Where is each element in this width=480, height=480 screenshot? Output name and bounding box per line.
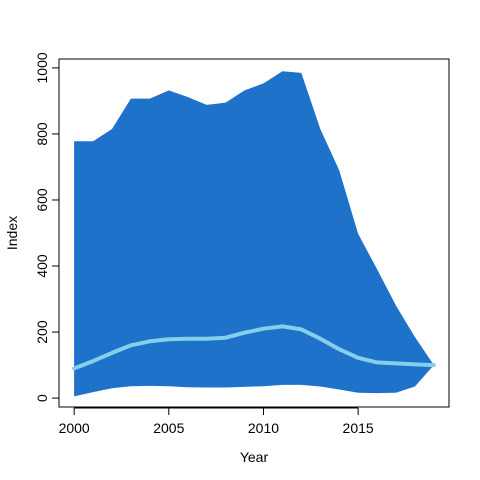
x-axis-title: Year xyxy=(240,449,269,465)
band-area xyxy=(74,71,434,397)
y-tick-label: 1000 xyxy=(34,52,50,83)
series-line-1 xyxy=(72,324,436,371)
y-tick-label: 400 xyxy=(34,254,50,278)
plot-area xyxy=(72,71,436,397)
y-tick-label: 800 xyxy=(34,122,50,146)
x-tick-label: 2010 xyxy=(248,420,279,436)
x-axis: 2000 2005 2010 2015 xyxy=(59,407,374,436)
y-axis: 0 200 400 600 800 1000 xyxy=(34,52,60,402)
y-axis-title: Index xyxy=(4,216,20,250)
y-tick-label: 0 xyxy=(34,394,50,402)
y-tick-label: 200 xyxy=(34,320,50,344)
y-tick-label: 600 xyxy=(34,188,50,212)
x-tick-label: 2000 xyxy=(59,420,90,436)
x-tick-label: 2015 xyxy=(343,420,374,436)
x-tick-label: 2005 xyxy=(153,420,184,436)
